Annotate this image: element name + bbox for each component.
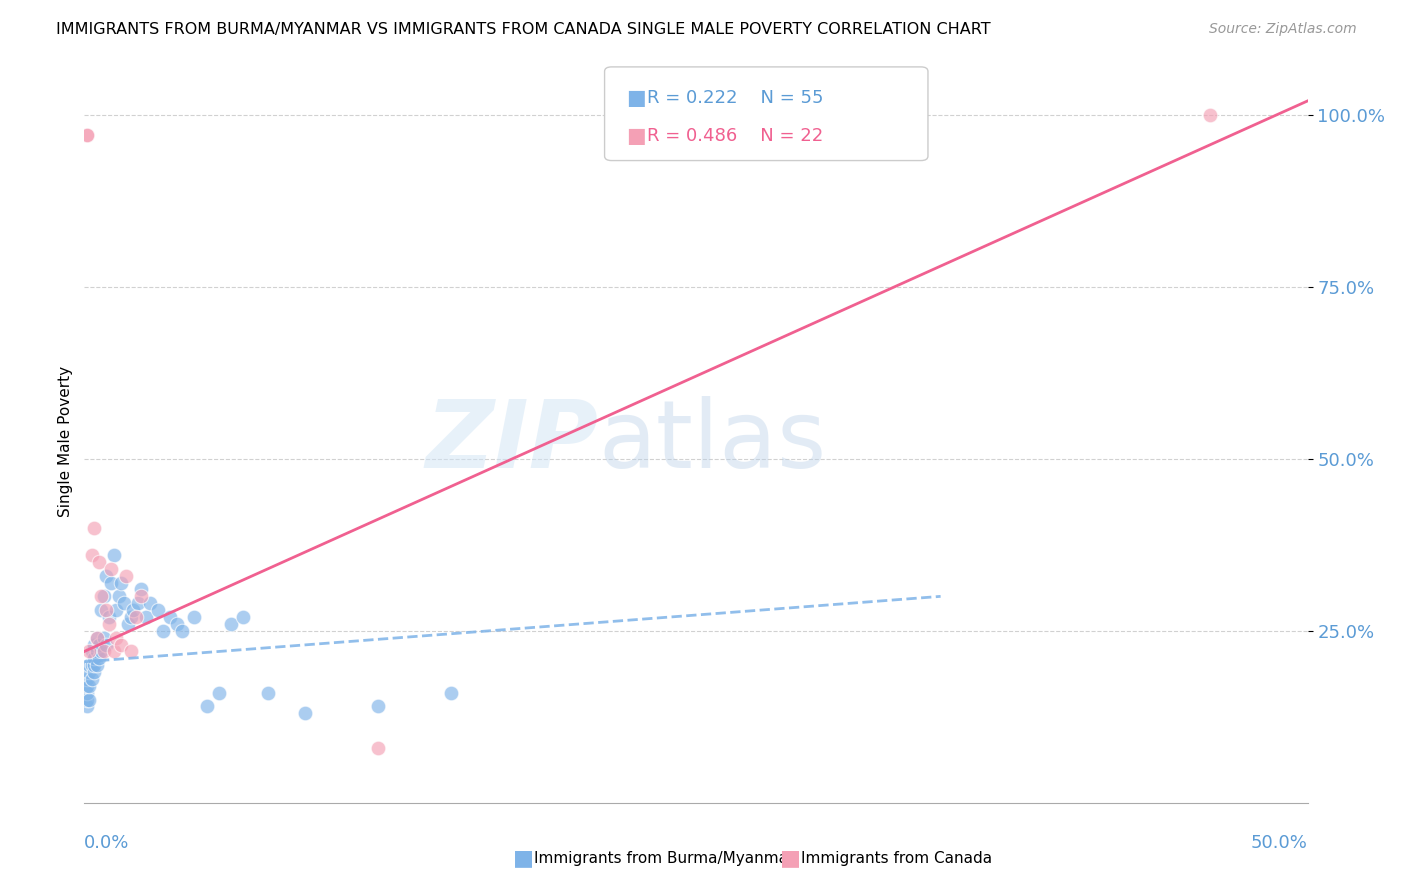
- Point: [152, 624, 174, 638]
- Point: [1198, 108, 1220, 122]
- Point: [96, 638, 118, 652]
- Point: [77, 658, 100, 673]
- Point: [87, 638, 110, 652]
- Text: 50.0%: 50.0%: [1251, 834, 1308, 852]
- Text: ■: ■: [626, 88, 645, 108]
- Point: [117, 616, 139, 631]
- Point: [120, 610, 142, 624]
- Point: [86, 631, 108, 645]
- Point: [76, 672, 98, 686]
- Point: [76, 679, 98, 693]
- Point: [76, 686, 98, 700]
- Point: [166, 616, 188, 631]
- Point: [440, 686, 463, 700]
- Point: [87, 555, 110, 569]
- Text: IMMIGRANTS FROM BURMA/MYANMAR VS IMMIGRANTS FROM CANADA SINGLE MALE POVERTY CORR: IMMIGRANTS FROM BURMA/MYANMAR VS IMMIGRA…: [56, 22, 991, 37]
- Text: ■: ■: [626, 127, 645, 146]
- Text: Immigrants from Burma/Myanmar: Immigrants from Burma/Myanmar: [534, 851, 794, 865]
- Point: [87, 651, 110, 665]
- Point: [77, 692, 100, 706]
- Point: [107, 590, 129, 604]
- Point: [80, 644, 103, 658]
- Point: [127, 596, 149, 610]
- Point: [257, 686, 280, 700]
- Point: [100, 562, 122, 576]
- Point: [80, 672, 103, 686]
- Text: R = 0.486    N = 22: R = 0.486 N = 22: [647, 128, 823, 145]
- Point: [100, 575, 122, 590]
- Point: [112, 596, 135, 610]
- Point: [129, 590, 152, 604]
- Point: [77, 679, 100, 693]
- Point: [367, 740, 389, 755]
- Point: [96, 568, 118, 582]
- Point: [76, 128, 98, 143]
- Point: [83, 665, 105, 679]
- Text: Source: ZipAtlas.com: Source: ZipAtlas.com: [1209, 22, 1357, 37]
- Text: ■: ■: [513, 848, 534, 868]
- Point: [294, 706, 316, 721]
- Point: [96, 603, 118, 617]
- Point: [172, 624, 194, 638]
- Point: [90, 644, 112, 658]
- Point: [103, 644, 125, 658]
- Point: [129, 582, 152, 597]
- Point: [76, 699, 98, 714]
- Point: [208, 686, 231, 700]
- Point: [159, 610, 181, 624]
- Point: [93, 590, 115, 604]
- Point: [120, 644, 142, 658]
- Point: [232, 610, 254, 624]
- Point: [93, 631, 115, 645]
- Text: 0.0%: 0.0%: [84, 834, 129, 852]
- Point: [97, 610, 120, 624]
- Point: [105, 603, 128, 617]
- Point: [83, 638, 105, 652]
- Point: [110, 575, 132, 590]
- Point: [183, 610, 205, 624]
- Text: R = 0.222    N = 55: R = 0.222 N = 55: [647, 89, 824, 107]
- Point: [77, 644, 100, 658]
- Point: [122, 603, 145, 617]
- Point: [86, 658, 108, 673]
- Point: [83, 651, 105, 665]
- Point: [76, 128, 98, 143]
- Point: [856, 108, 879, 122]
- Point: [103, 548, 125, 562]
- Text: ■: ■: [780, 848, 801, 868]
- Point: [139, 596, 162, 610]
- Point: [76, 692, 98, 706]
- Point: [86, 644, 108, 658]
- Point: [110, 638, 132, 652]
- Point: [146, 603, 169, 617]
- Point: [80, 658, 103, 673]
- Text: Immigrants from Canada: Immigrants from Canada: [801, 851, 993, 865]
- Point: [125, 610, 148, 624]
- Point: [105, 631, 128, 645]
- Point: [115, 568, 138, 582]
- Point: [219, 616, 242, 631]
- Point: [135, 610, 157, 624]
- Point: [367, 699, 389, 714]
- Y-axis label: Single Male Poverty: Single Male Poverty: [58, 366, 73, 517]
- Point: [80, 548, 103, 562]
- Point: [90, 590, 112, 604]
- Text: atlas: atlas: [598, 395, 827, 488]
- Point: [77, 665, 100, 679]
- Point: [86, 631, 108, 645]
- Point: [83, 658, 105, 673]
- Point: [195, 699, 218, 714]
- Point: [93, 644, 115, 658]
- Point: [90, 603, 112, 617]
- Point: [83, 520, 105, 534]
- Point: [97, 616, 120, 631]
- Text: ZIP: ZIP: [425, 395, 598, 488]
